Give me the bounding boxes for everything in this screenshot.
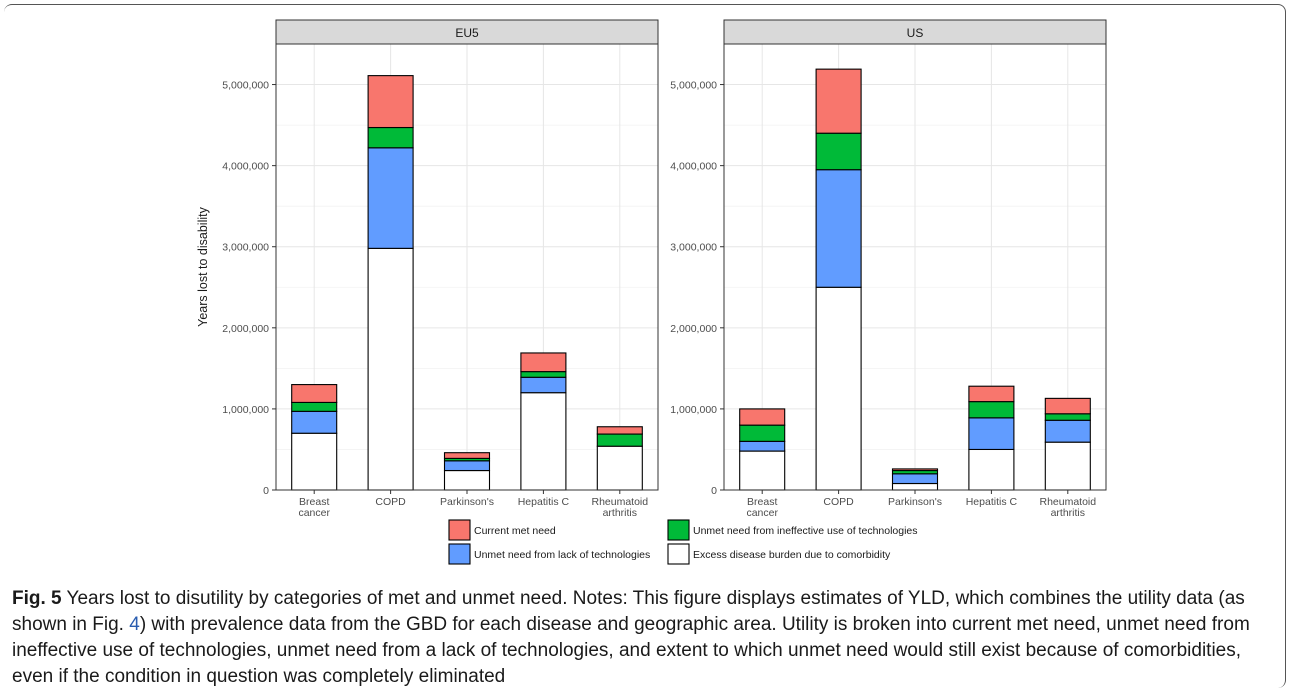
bar-segment [739, 424, 786, 442]
y-tick-label: 4,000,000 [670, 161, 717, 173]
x-tick-label: Parkinson's [440, 496, 494, 508]
bar-segment [291, 410, 338, 434]
bar-segment [596, 426, 643, 435]
bar-segment [596, 433, 643, 447]
bar-segment [891, 482, 939, 491]
caption-figure-link[interactable]: 4 [129, 614, 140, 635]
x-tick-label: Breast [299, 496, 329, 508]
caption-label: Fig. 5 [12, 588, 62, 609]
bar-segment [520, 376, 567, 394]
bar-segment [968, 417, 1015, 451]
bar-segment [739, 450, 786, 491]
x-tick-label: Rheumatoid [1039, 496, 1096, 508]
y-tick-label: 5,000,000 [222, 80, 269, 92]
y-tick-label: 0 [263, 485, 269, 497]
bar-segment [739, 408, 786, 426]
bar-segment [291, 401, 338, 412]
bar-segment [1044, 413, 1091, 421]
bar-segment [815, 132, 862, 171]
bar-segment [1044, 397, 1091, 415]
x-tick-label: Breast [747, 496, 777, 508]
x-tick-label: Parkinson's [888, 496, 942, 508]
x-tick-label: cancer [298, 507, 330, 519]
bar-segment [739, 440, 786, 452]
figure-frame [4, 4, 1286, 688]
bar-segment [367, 247, 414, 491]
legend-swatch [448, 519, 471, 541]
x-tick-label: Rheumatoid [591, 496, 648, 508]
bar-segment [520, 371, 567, 378]
bar-segment [968, 448, 1015, 491]
y-tick-label: 2,000,000 [670, 323, 717, 335]
bar-segment [367, 147, 414, 249]
bar-segment [443, 460, 491, 472]
x-tick-label: COPD [375, 496, 406, 508]
y-tick-label: 1,000,000 [222, 404, 269, 416]
bar-segment [1044, 419, 1091, 443]
x-tick-label: cancer [746, 507, 778, 519]
bar-segment [596, 445, 643, 491]
bar-segment [520, 352, 567, 373]
caption-text-before-link: Years lost to disutility by categories o… [12, 588, 1245, 635]
y-tick-label: 3,000,000 [670, 242, 717, 254]
panel-title: EU5 [455, 26, 479, 40]
bar-segment [1044, 441, 1091, 491]
y-tick-label: 5,000,000 [670, 80, 717, 92]
figure-caption: Fig. 5 Years lost to disutility by categ… [12, 586, 1272, 690]
bar-segment [815, 169, 862, 288]
legend-label: Unmet need from lack of technologies [474, 549, 650, 561]
bar-segment [968, 401, 1015, 419]
bar-segment [367, 126, 414, 149]
bar-segment [891, 473, 939, 485]
bar-segment [291, 432, 338, 491]
caption-text-after-link: ) with prevalence data from the GBD for … [12, 614, 1250, 687]
y-tick-label: 1,000,000 [670, 404, 717, 416]
bar-segment [520, 392, 567, 491]
legend-label: Current met need [474, 525, 556, 537]
x-tick-label: arthritis [1051, 507, 1085, 519]
legend-label: Unmet need from ineffective use of techn… [693, 525, 918, 537]
y-axis-label: Years lost to disability [196, 206, 210, 326]
panel-strip [723, 19, 1107, 45]
x-tick-label: arthritis [603, 507, 637, 519]
stacked-bar-chart: EU5 0 1,000,000 2,000,000 3,000,000 4,000,000… [196, 19, 1107, 565]
x-tick-label: Hepatitis C [518, 496, 570, 508]
panel-strip [275, 19, 659, 45]
bar-segment [443, 452, 491, 459]
bar-segment [367, 75, 414, 129]
legend-swatch [448, 543, 471, 565]
bar-segment [815, 286, 862, 491]
y-tick-label: 3,000,000 [222, 242, 269, 254]
panel-title: US [907, 26, 924, 40]
bar-segment [291, 384, 338, 403]
x-tick-label: COPD [823, 496, 854, 508]
legend-label: Excess disease burden due to comorbidity [693, 549, 891, 561]
y-tick-label: 2,000,000 [222, 323, 269, 335]
x-tick-label: Hepatitis C [966, 496, 1018, 508]
bar-segment [968, 385, 1015, 403]
bar-segment [443, 469, 491, 491]
bar-segment [815, 68, 862, 134]
y-tick-label: 0 [711, 485, 717, 497]
bar-segment [891, 468, 939, 472]
legend-swatch [667, 543, 690, 565]
y-tick-label: 4,000,000 [222, 161, 269, 173]
legend-swatch [667, 519, 690, 541]
